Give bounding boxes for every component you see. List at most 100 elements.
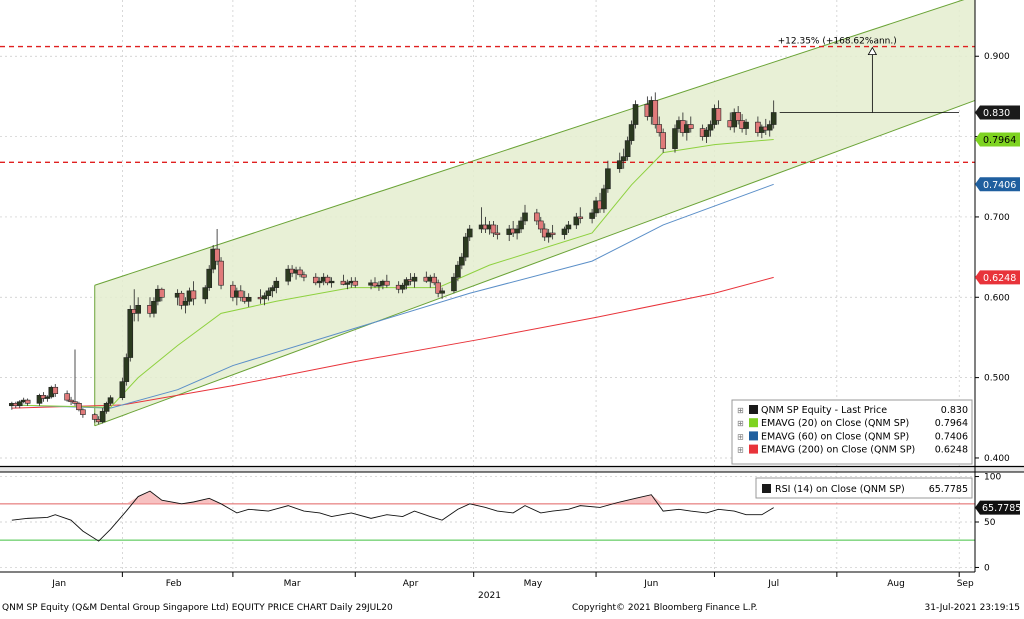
- month-label: Aug: [887, 579, 905, 589]
- candle-body: [273, 280, 280, 288]
- month-label: Sep: [957, 579, 974, 589]
- candle: [52, 384, 59, 397]
- copyright-notice: Copyright© 2021 Bloomberg Finance L.P.: [572, 603, 758, 613]
- price-tag-bg: [975, 105, 1020, 120]
- rsi-legend[interactable]: RSI (14) on Close (QNM SP) 65.7785: [755, 477, 973, 499]
- price-tag-bg: [975, 270, 1020, 285]
- candle-body: [237, 290, 244, 298]
- candle: [573, 212, 580, 229]
- candle: [44, 395, 51, 402]
- candle: [301, 271, 307, 282]
- candle-body: [285, 268, 291, 282]
- legend-expand-icon: ⊞: [737, 432, 744, 441]
- candle-body: [624, 140, 631, 157]
- timestamp: 31-Jul-2021 23:19:15: [924, 603, 1021, 613]
- candle-body: [352, 280, 359, 286]
- candle-body: [218, 260, 224, 286]
- candle: [312, 273, 319, 286]
- candle: [462, 233, 469, 262]
- candle-body: [545, 232, 552, 238]
- candle-body: [652, 100, 659, 125]
- candle-body: [72, 401, 78, 404]
- candle: [455, 261, 461, 282]
- candle: [202, 285, 209, 304]
- candle: [159, 287, 165, 302]
- ema60-line: [11, 183, 774, 409]
- moving-averages: [11, 138, 774, 409]
- candle: [687, 116, 694, 133]
- candle: [616, 152, 623, 173]
- candle: [743, 118, 749, 135]
- candle: [411, 273, 418, 288]
- candle: [703, 126, 710, 144]
- candle-body: [119, 381, 126, 399]
- candle-body: [91, 414, 98, 420]
- candlestick-series: [9, 92, 777, 425]
- candle-body: [127, 309, 134, 358]
- candle-body: [265, 290, 272, 296]
- candle-body: [573, 216, 580, 226]
- candle-body: [518, 220, 524, 230]
- candle: [384, 274, 390, 288]
- candle-body: [324, 276, 331, 284]
- candle-body: [245, 296, 252, 302]
- candle-body: [656, 124, 663, 133]
- legend-box: [731, 399, 973, 465]
- candle: [64, 390, 70, 402]
- legend-swatch: [749, 405, 758, 414]
- candle: [265, 287, 272, 301]
- candle: [399, 282, 406, 294]
- candle-body: [466, 228, 473, 238]
- candle: [435, 279, 441, 298]
- candle: [72, 349, 78, 406]
- candle-body: [616, 160, 623, 170]
- price-legend[interactable]: ⊞ QNM SP Equity - Last Price 0.830 ⊞ EMAVG (…: [731, 399, 973, 465]
- candle-body: [743, 121, 749, 129]
- candle-body: [687, 124, 694, 129]
- candle: [16, 400, 23, 409]
- candle-body: [107, 397, 114, 404]
- candle: [285, 265, 291, 286]
- month-label: Feb: [166, 579, 182, 589]
- candle: [624, 136, 631, 161]
- candle-body: [328, 280, 335, 284]
- candle-body: [297, 269, 303, 276]
- candle: [269, 285, 276, 298]
- price-tick-label: 0.600: [984, 293, 1010, 303]
- candle: [151, 297, 157, 318]
- candle-body: [99, 411, 106, 423]
- legend-swatch: [749, 431, 758, 441]
- candle: [656, 116, 663, 137]
- candle: [451, 273, 457, 294]
- candle: [76, 401, 82, 412]
- candle: [459, 253, 465, 270]
- candle: [127, 305, 134, 362]
- candle-body: [534, 212, 540, 222]
- candle-body: [178, 292, 185, 306]
- year-label: 2021: [478, 591, 501, 600]
- panel-separator: [0, 466, 1024, 472]
- candle: [352, 277, 359, 288]
- legend-value: 0.6248: [935, 445, 968, 456]
- candle-body: [190, 290, 197, 300]
- candle-body: [24, 399, 31, 404]
- month-label: Jan: [51, 579, 66, 589]
- candle: [261, 292, 268, 306]
- candle-body: [344, 282, 351, 285]
- candle: [24, 398, 31, 406]
- ema200-line: [11, 276, 774, 409]
- candle: [119, 377, 126, 401]
- rsi-tick-label: 0: [984, 563, 990, 573]
- month-label: Jul: [767, 579, 779, 589]
- rsi-price-tag-bg: [975, 500, 1020, 515]
- candle-body: [715, 108, 722, 121]
- candle: [36, 393, 43, 406]
- candle-body: [561, 228, 568, 235]
- candle: [518, 216, 524, 233]
- candle: [439, 287, 445, 299]
- candle-body: [135, 305, 141, 314]
- candle-body: [628, 124, 635, 141]
- candle-body: [384, 280, 390, 286]
- candle-body: [159, 288, 165, 298]
- price-tick-label: 0.400: [984, 454, 1010, 464]
